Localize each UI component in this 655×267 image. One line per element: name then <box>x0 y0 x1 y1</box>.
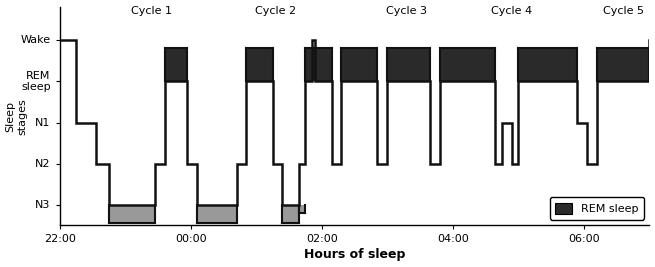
Text: Cycle 1: Cycle 1 <box>131 6 172 16</box>
Text: Cycle 3: Cycle 3 <box>386 6 428 16</box>
Y-axis label: Sleep
stages: Sleep stages <box>5 98 27 135</box>
Text: Cycle 5: Cycle 5 <box>603 6 644 16</box>
Legend: REM sleep: REM sleep <box>550 197 644 220</box>
Text: Cycle 2: Cycle 2 <box>255 6 297 16</box>
X-axis label: Hours of sleep: Hours of sleep <box>304 249 405 261</box>
Text: Cycle 4: Cycle 4 <box>491 6 533 16</box>
